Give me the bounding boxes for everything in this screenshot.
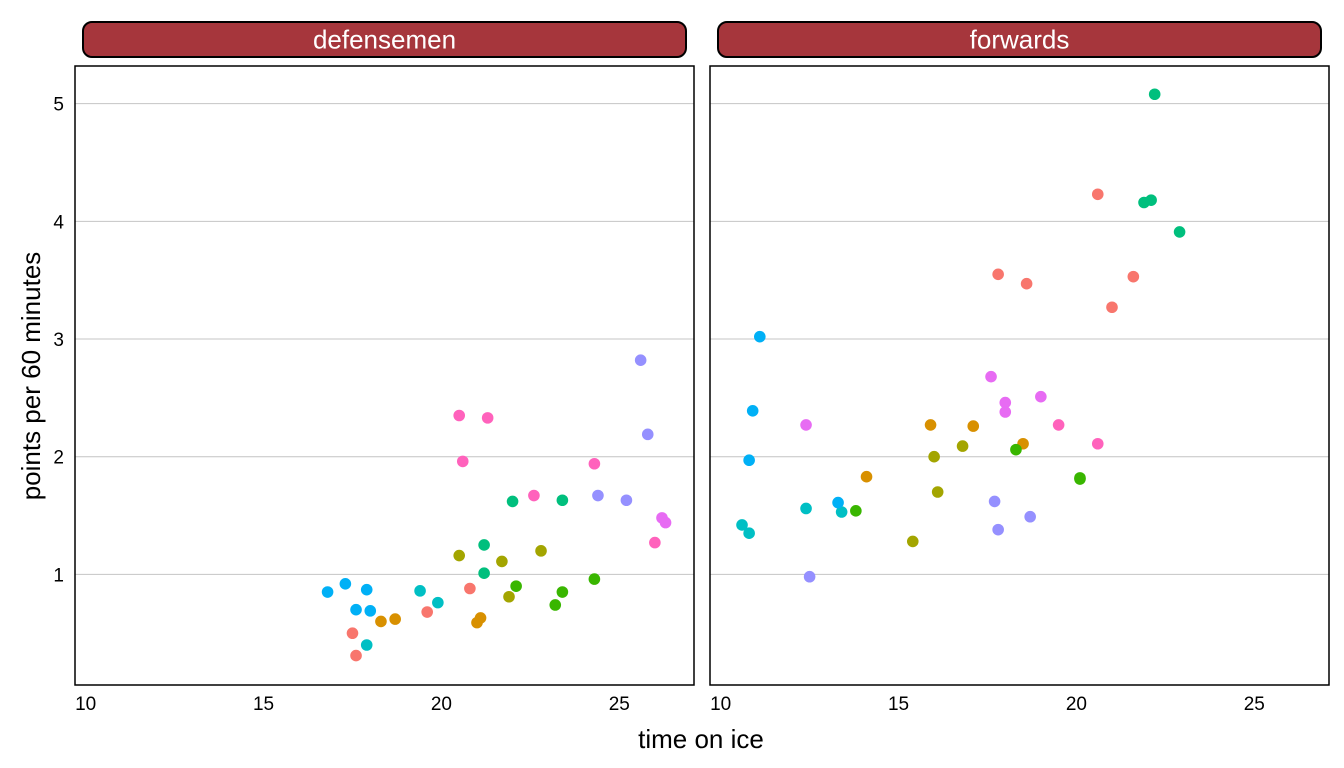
data-point	[659, 516, 672, 529]
facet-strip	[717, 21, 1322, 58]
data-point	[850, 505, 862, 517]
data-point	[800, 419, 812, 431]
data-point	[1127, 270, 1140, 283]
data-point	[350, 603, 362, 616]
data-point	[1145, 194, 1157, 206]
data-point	[1024, 510, 1036, 523]
data-point	[535, 545, 547, 557]
data-point	[364, 605, 377, 617]
data-point	[360, 639, 373, 651]
data-point	[346, 627, 359, 640]
data-point	[743, 527, 755, 539]
data-point	[510, 580, 522, 592]
data-point	[985, 370, 997, 383]
data-point	[999, 396, 1012, 409]
data-point	[1091, 437, 1104, 450]
data-point	[746, 405, 759, 417]
data-point	[860, 470, 873, 483]
data-point	[988, 495, 1001, 508]
data-point	[803, 570, 816, 583]
data-point	[992, 268, 1004, 281]
data-point	[1074, 473, 1086, 485]
data-point	[474, 612, 487, 624]
data-point	[350, 649, 362, 662]
data-point	[931, 486, 944, 498]
data-point	[360, 583, 373, 596]
facet-strip-label: forwards	[970, 25, 1070, 55]
data-point	[641, 428, 654, 441]
y-axis-title: points per 60 minutes	[16, 252, 46, 501]
data-point	[649, 536, 661, 549]
data-point	[743, 454, 755, 467]
x-axis-title: time on ice	[638, 724, 764, 754]
data-point	[754, 330, 766, 343]
data-point	[339, 577, 352, 590]
y-tick-label: 1	[53, 565, 64, 586]
data-point	[478, 567, 490, 580]
data-point	[906, 535, 919, 548]
y-tick-label: 5	[53, 95, 64, 116]
data-point	[481, 412, 494, 424]
data-point	[456, 455, 469, 468]
x-tick-label: 15	[888, 694, 909, 715]
data-point	[453, 409, 466, 422]
data-point	[496, 555, 508, 568]
data-point	[924, 419, 937, 431]
data-point	[1148, 88, 1161, 101]
y-tick-label: 4	[53, 212, 64, 233]
data-point	[506, 495, 519, 508]
data-point	[556, 494, 569, 507]
data-point	[620, 494, 633, 507]
data-point	[1091, 188, 1104, 201]
data-point	[999, 406, 1012, 418]
data-point	[556, 586, 569, 598]
data-point	[592, 489, 604, 502]
data-point	[464, 582, 476, 595]
data-point	[588, 457, 601, 470]
data-point	[992, 523, 1004, 536]
x-tick-label: 10	[75, 694, 96, 715]
data-point	[528, 489, 540, 502]
data-point	[389, 613, 401, 625]
data-point	[1010, 443, 1022, 456]
data-point	[1106, 301, 1118, 314]
data-point	[800, 502, 812, 515]
facet-strip-label: defensemen	[313, 25, 456, 55]
panel-forwards: forwards 10 15 20 25	[709, 21, 1330, 715]
data-point	[1020, 277, 1033, 290]
x-tick-label: 20	[1066, 694, 1087, 715]
data-point	[588, 573, 601, 585]
facet-strip	[82, 21, 687, 58]
data-point	[453, 549, 466, 562]
data-point	[421, 606, 433, 618]
data-point	[967, 420, 980, 432]
panel-defensemen: defensemen 1 2 3 4 5 10 15 20 25	[53, 21, 695, 715]
x-tick-label: 10	[710, 694, 731, 715]
y-tick-label: 3	[53, 330, 64, 351]
data-point	[375, 615, 387, 628]
y-tick-label: 2	[53, 448, 64, 469]
data-point	[832, 496, 844, 509]
data-point	[835, 506, 848, 518]
data-point	[1035, 390, 1047, 403]
data-point	[928, 450, 940, 463]
data-point	[634, 354, 647, 367]
x-tick-label: 15	[253, 694, 274, 715]
data-point	[956, 440, 969, 452]
data-point	[478, 539, 490, 551]
x-tick-label: 20	[431, 694, 452, 715]
data-point	[503, 590, 515, 603]
data-point	[549, 599, 562, 611]
panel-border	[74, 65, 695, 686]
x-tick-label: 25	[609, 694, 630, 715]
data-point	[321, 586, 334, 598]
data-point	[414, 585, 426, 597]
x-tick-label: 25	[1244, 694, 1265, 715]
data-point	[1052, 419, 1065, 431]
data-point	[736, 519, 748, 531]
data-point	[432, 596, 444, 609]
panel-border	[709, 65, 1330, 686]
data-point	[1173, 226, 1186, 238]
